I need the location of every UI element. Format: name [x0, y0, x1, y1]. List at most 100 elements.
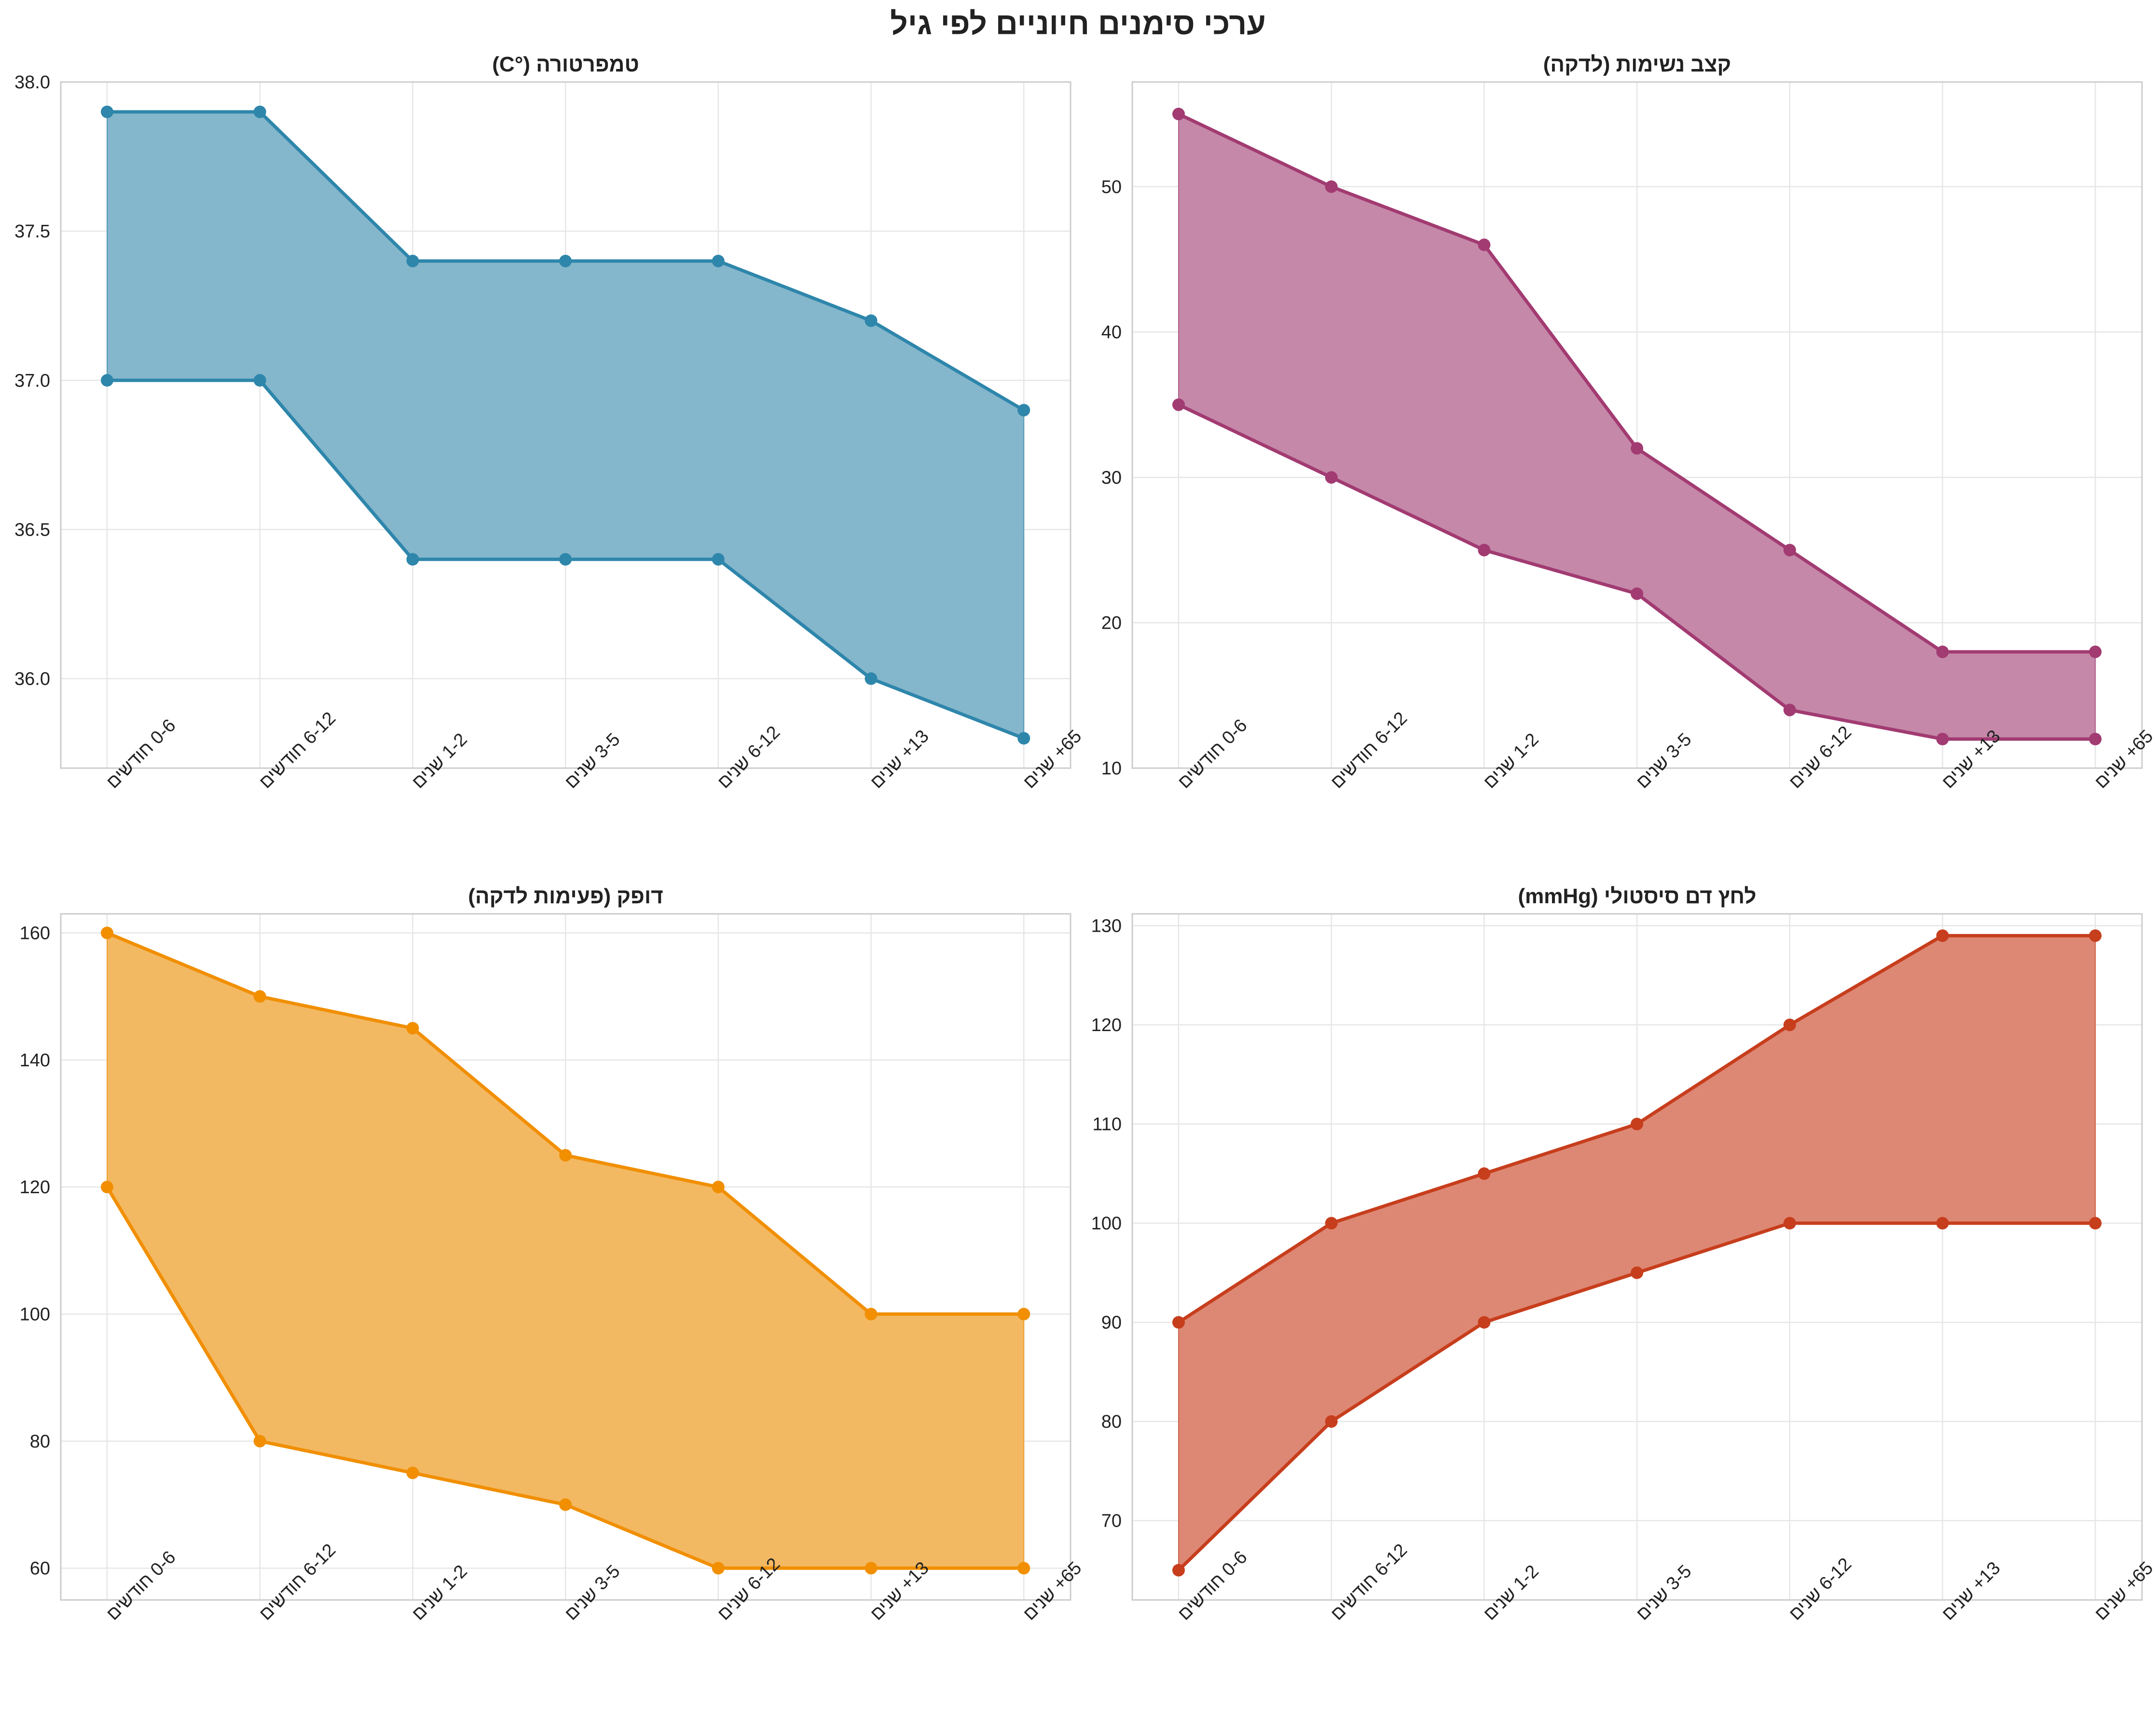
- chart-panel-0: טמפרטורה (°C) 36.0 36.5 37.0 37.5 38.0 0-6 חוד…: [14, 53, 1085, 792]
- min-data-point: [2089, 1217, 2102, 1230]
- min-data-point: [1478, 544, 1491, 557]
- y-tick-label: 50: [1101, 177, 1122, 197]
- x-tick-label: 0-6 חודשים: [1174, 716, 1251, 793]
- y-tick-label: 120: [1091, 1015, 1122, 1035]
- min-data-point: [712, 553, 725, 566]
- x-tick-label: 6-12 חודשים: [1327, 708, 1411, 793]
- y-tick-label: 36.0: [14, 669, 50, 689]
- x-tick-label: 6-12 שנים: [1785, 1554, 1855, 1625]
- y-tick-label: 36.5: [14, 520, 50, 540]
- max-data-point: [712, 254, 725, 267]
- x-tick-label: 1-2 שנים: [1480, 730, 1543, 793]
- max-data-point: [101, 926, 113, 939]
- y-tick-label: 120: [20, 1177, 50, 1198]
- max-data-point: [1478, 238, 1491, 251]
- y-tick-label: 100: [1091, 1213, 1122, 1234]
- min-data-point: [1936, 1217, 1949, 1230]
- min-data-point: [1172, 1564, 1185, 1577]
- y-tick-label: 38.0: [14, 72, 50, 93]
- chart-panel-2: דופק (פעימות לדקה) 60 80 100 120 140 160 0-6 חו…: [20, 884, 1086, 1624]
- max-data-point: [2089, 645, 2102, 658]
- x-tick-label: 1-2 שנים: [408, 730, 471, 793]
- max-data-point: [101, 105, 113, 118]
- y-tick-label: 20: [1101, 613, 1122, 634]
- x-tick-label: 13+ שנים: [866, 726, 933, 792]
- min-data-point: [406, 553, 419, 566]
- y-tick-label: 130: [1091, 916, 1122, 937]
- y-tick-label: 80: [1101, 1412, 1122, 1432]
- min-data-point: [865, 1562, 878, 1575]
- max-data-point: [1325, 180, 1338, 193]
- min-data-point: [865, 672, 878, 685]
- max-data-point: [406, 254, 419, 267]
- x-tick-label: 3-5 שנים: [1633, 730, 1696, 793]
- max-data-point: [712, 1181, 725, 1194]
- max-data-point: [2089, 929, 2102, 942]
- plot-frame: [60, 913, 1071, 1601]
- y-tick-label: 30: [1101, 468, 1122, 488]
- max-data-point: [865, 1308, 878, 1321]
- min-data-point: [253, 374, 266, 387]
- y-tick-label: 37.0: [14, 371, 50, 391]
- min-data-point: [1783, 1217, 1796, 1230]
- min-data-point: [253, 1434, 266, 1447]
- plot-frame: [1131, 913, 2143, 1601]
- max-data-point: [1631, 1117, 1644, 1130]
- x-tick-label: 1-2 שנים: [1480, 1561, 1543, 1625]
- x-tick-label: 3-5 שנים: [1633, 1561, 1696, 1625]
- max-data-point: [865, 314, 878, 327]
- min-data-point: [1631, 1266, 1644, 1279]
- x-tick-label: 1-2 שנים: [408, 1561, 471, 1625]
- max-data-point: [1936, 645, 1949, 658]
- plot-frame: [1131, 81, 2143, 769]
- min-data-point: [1172, 398, 1185, 411]
- y-tick-label: 60: [30, 1558, 50, 1579]
- x-tick-label: 0-6 חודשים: [103, 716, 180, 793]
- min-data-point: [1017, 1562, 1030, 1575]
- max-data-point: [559, 1149, 572, 1162]
- chart-title: לחץ דם סיסטולי (mmHg): [1518, 884, 1756, 908]
- max-data-point: [1631, 442, 1644, 455]
- x-tick-label: 3-5 שנים: [561, 1561, 624, 1625]
- x-tick-label: 6-12 שנים: [1785, 722, 1855, 793]
- min-data-point: [559, 1498, 572, 1511]
- x-tick-label: 13+ שנים: [1938, 1558, 2004, 1624]
- min-data-point: [1783, 703, 1796, 717]
- y-tick-label: 37.5: [14, 221, 50, 242]
- y-tick-label: 40: [1101, 322, 1122, 343]
- min-data-point: [101, 1181, 113, 1194]
- max-data-point: [253, 990, 266, 1003]
- min-data-point: [1478, 1316, 1491, 1329]
- max-data-point: [1478, 1167, 1491, 1180]
- x-tick-label: 3-5 שנים: [561, 730, 624, 793]
- chart-panel-3: לחץ דם סיסטולי (mmHg)7080901001101201300…: [1091, 884, 2156, 1624]
- chart-title: טמפרטורה (°C): [492, 53, 639, 76]
- y-tick-label: 110: [1092, 1115, 1122, 1135]
- max-data-point: [1325, 1217, 1338, 1230]
- min-data-point: [1017, 732, 1030, 745]
- y-tick-label: 70: [1101, 1511, 1122, 1531]
- y-tick-label: 80: [30, 1432, 50, 1452]
- min-data-point: [2089, 732, 2102, 745]
- y-tick-label: 10: [1101, 758, 1122, 779]
- max-data-point: [1017, 1308, 1030, 1321]
- plot-frame: [60, 81, 1071, 769]
- chart-title: קצב נשימות (לדקה): [1543, 53, 1731, 76]
- x-tick-label: 6-12 חודשים: [1327, 1540, 1411, 1625]
- min-data-point: [1936, 732, 1949, 745]
- max-data-point: [1783, 544, 1796, 557]
- x-tick-label: 6-12 חודשים: [255, 1540, 340, 1625]
- max-data-point: [1783, 1019, 1796, 1032]
- min-data-point: [712, 1562, 725, 1575]
- min-data-point: [1631, 587, 1644, 600]
- y-tick-label: 140: [20, 1050, 50, 1071]
- x-tick-label: 65+ שנים: [2091, 1558, 2156, 1624]
- y-tick-label: 90: [1101, 1313, 1122, 1333]
- max-data-point: [1936, 929, 1949, 942]
- max-data-point: [406, 1022, 419, 1034]
- x-tick-label: 6-12 שנים: [714, 722, 784, 793]
- min-data-point: [1325, 471, 1338, 484]
- y-tick-label: 100: [20, 1305, 50, 1325]
- min-data-point: [1325, 1415, 1338, 1428]
